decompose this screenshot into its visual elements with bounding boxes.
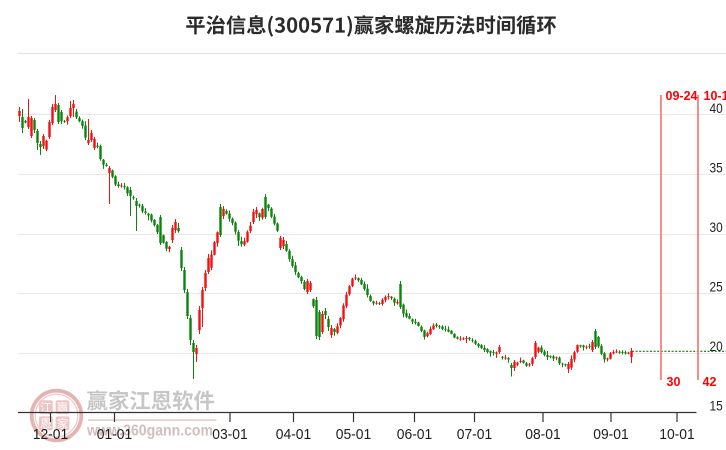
svg-text:10-17: 10-17	[704, 89, 726, 103]
svg-text:30: 30	[710, 219, 723, 235]
svg-text:03-01: 03-01	[212, 426, 248, 443]
svg-text:04-01: 04-01	[276, 426, 312, 443]
svg-text:09-01: 09-01	[593, 426, 629, 443]
svg-text:09-24: 09-24	[666, 89, 698, 103]
svg-text:42: 42	[703, 375, 717, 389]
svg-text:30: 30	[667, 375, 681, 389]
svg-text:35: 35	[710, 160, 723, 176]
svg-text:20: 20	[710, 338, 723, 354]
svg-text:15: 15	[710, 398, 723, 414]
svg-text:40: 40	[710, 100, 723, 116]
svg-text:25: 25	[710, 279, 723, 295]
svg-text:12-01: 12-01	[33, 426, 69, 443]
svg-text:06-01: 06-01	[397, 426, 433, 443]
svg-text:10-01: 10-01	[659, 426, 695, 443]
svg-text:05-01: 05-01	[336, 426, 372, 443]
svg-text:07-01: 07-01	[457, 426, 493, 443]
svg-text:01-01: 01-01	[97, 426, 133, 443]
svg-text:www.360gann.com: www.360gann.com	[86, 422, 213, 439]
svg-text:08-01: 08-01	[525, 426, 561, 443]
